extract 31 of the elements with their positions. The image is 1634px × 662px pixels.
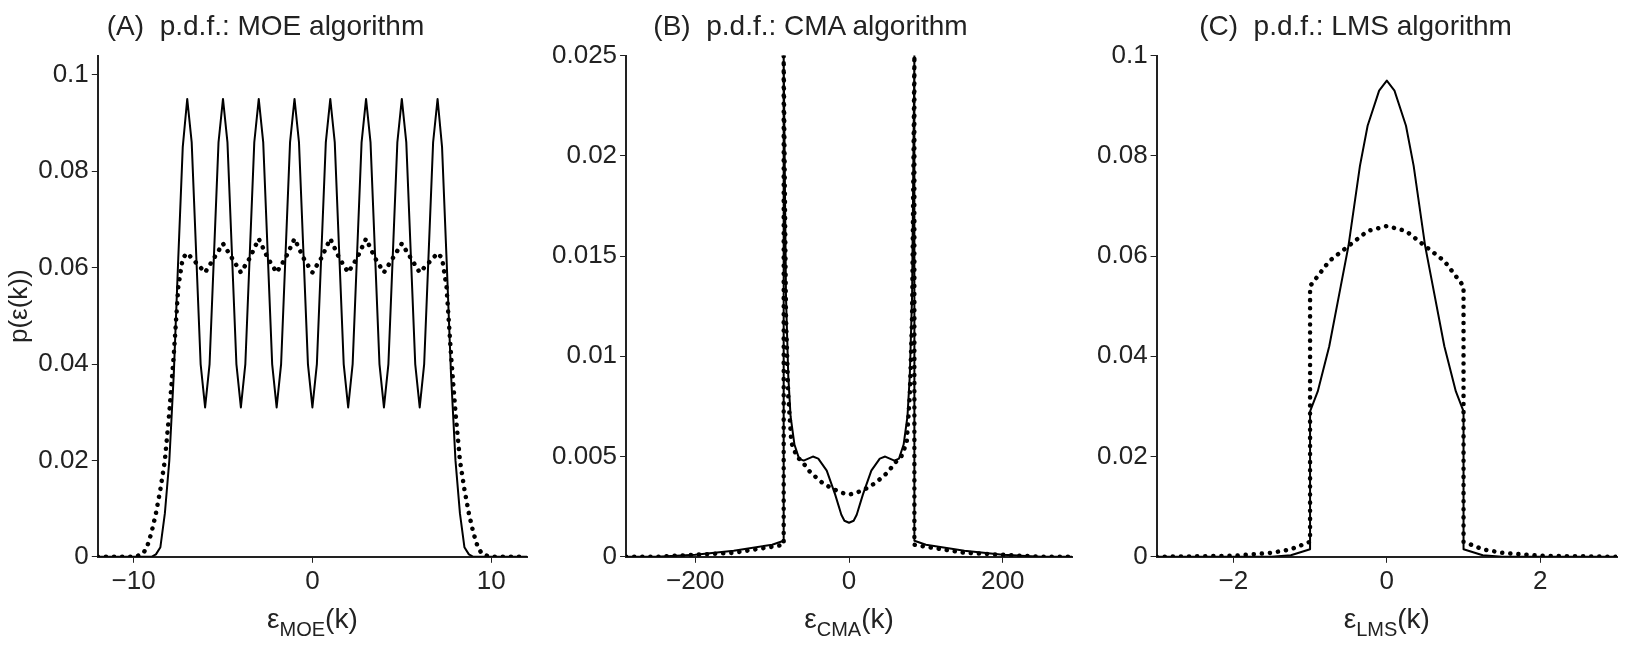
y-tick-label: 0.02 xyxy=(1096,439,1148,470)
y-axis-title: p(ε(k)) xyxy=(2,269,33,344)
chart-title: (B) p.d.f.: CMA algorithm xyxy=(653,9,968,41)
y-tick-label: 0.08 xyxy=(1096,139,1148,170)
y-tick-label: 0.025 xyxy=(551,38,618,69)
y-tick-label: 0.005 xyxy=(551,439,618,470)
y-tick-label: 0.015 xyxy=(551,239,618,270)
y-tick-label: 0.02 xyxy=(566,139,618,170)
y-tick-label: 0.08 xyxy=(38,154,89,185)
x-tick-label: 10 xyxy=(476,564,506,595)
x-tick-label: 2 xyxy=(1533,564,1548,595)
y-tick-label: 0 xyxy=(74,539,89,570)
y-tick-label: 0.04 xyxy=(1096,339,1148,370)
x-tick-label: 200 xyxy=(981,564,1025,595)
x-tick-label: 0 xyxy=(305,564,320,595)
x-tick-label: 0 xyxy=(1379,564,1395,595)
x-tick-label: −2 xyxy=(1218,564,1249,595)
x-tick-label: −200 xyxy=(665,564,725,595)
x-tick-label: −10 xyxy=(111,564,156,595)
y-tick-label: 0.02 xyxy=(38,443,89,474)
y-tick-label: 0.06 xyxy=(38,250,89,281)
chart-title: (C) p.d.f.: LMS algorithm xyxy=(1199,9,1512,41)
y-tick-label: 0.1 xyxy=(52,58,89,89)
y-tick-label: 0.01 xyxy=(566,339,618,370)
y-tick-label: 0.06 xyxy=(1096,239,1148,270)
x-tick-label: 0 xyxy=(841,564,857,595)
y-tick-label: 0 xyxy=(602,539,618,570)
y-tick-label: 0.1 xyxy=(1111,38,1148,69)
y-tick-label: 0.04 xyxy=(38,347,89,378)
y-tick-label: 0 xyxy=(1133,539,1148,570)
chart-title: (A) p.d.f.: MOE algorithm xyxy=(106,9,425,41)
